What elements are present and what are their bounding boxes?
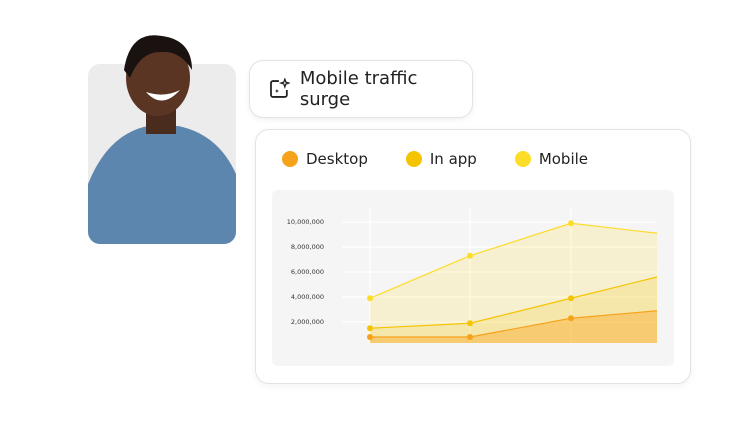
legend-dot [514,151,531,167]
data-point [568,315,574,322]
data-point [467,334,473,340]
legend-item-mobile: Mobile [514,150,589,168]
person-photo-illustration [88,104,236,244]
data-point [568,220,574,227]
area-chart: 2,000,000 4,000,000 6,000,000 8,000,000 10,0… [287,208,658,343]
chart-legend: Desktop In app Mobile [282,150,626,168]
insight-title-card: Mobile traffic surge [249,60,473,118]
legend-item-in-app: In app [405,150,477,168]
data-point [568,295,574,302]
insight-title: Mobile traffic surge [299,68,418,110]
data-point [467,320,473,327]
y-tick-label: 2,000,000 [291,318,324,326]
y-tick-label: 10,000,000 [287,218,324,226]
legend-dot [405,151,422,167]
legend-item-desktop: Desktop [282,150,368,168]
area-mobile [370,223,657,343]
legend-label: Desktop [306,150,368,168]
person-head [124,35,192,116]
legend-label: In app [429,150,477,168]
data-point [367,334,373,340]
area-in-app [370,277,657,343]
line-desktop [370,310,658,338]
y-tick-label: 8,000,000 [291,243,324,251]
chart-card: Desktop In app Mobile 2,000,000 4,000,000… [255,129,691,384]
line-in-app [369,276,658,329]
legend-label: Mobile [538,150,589,168]
line-mobile [369,222,658,299]
data-point [367,295,373,302]
data-point [367,325,373,332]
y-tick-label: 6,000,000 [291,268,324,276]
y-tick-label: 4,000,000 [291,293,324,301]
chart-panel: 2,000,000 4,000,000 6,000,000 8,000,000 10,0… [272,190,674,366]
data-point [467,252,473,259]
legend-dot [282,151,298,167]
sparkle-image-icon [270,78,290,98]
area-desktop [370,310,657,343]
